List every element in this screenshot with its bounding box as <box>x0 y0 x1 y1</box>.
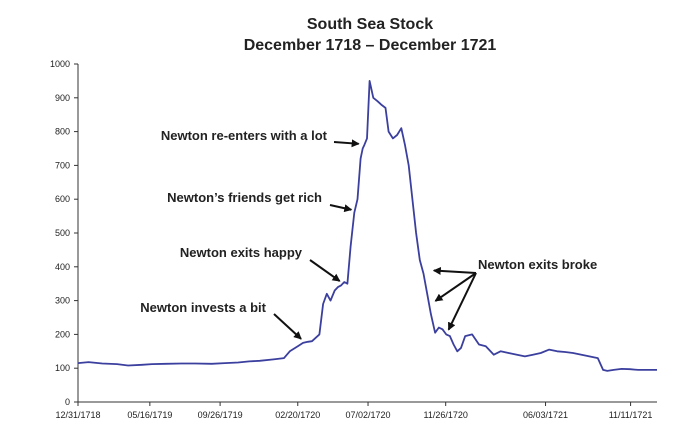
annotation-arrow <box>447 272 477 331</box>
y-tick-label: 200 <box>55 329 70 339</box>
annotation-arrow <box>329 204 353 213</box>
y-tick-label: 1000 <box>50 59 70 69</box>
annotation-arrow <box>432 266 477 275</box>
annotation-arrow <box>434 272 477 302</box>
annotations: Newton invests a bit Newton exits happy Ne… <box>140 128 597 340</box>
chart-subtitle: December 1718 – December 1721 <box>243 37 497 54</box>
annotation-label: Newton re-enters with a lot <box>161 128 328 143</box>
annotation-arrow <box>273 313 302 340</box>
y-tick-label: 400 <box>55 262 70 272</box>
series-line <box>77 80 657 372</box>
y-tick-label: 700 <box>55 160 70 170</box>
x-tick-label: 11/26/1720 <box>423 410 467 420</box>
x-tick-label: 09/26/1719 <box>198 410 243 420</box>
y-tick-label: 600 <box>55 194 70 204</box>
y-tick-label: 100 <box>55 363 70 373</box>
x-tick-label: 11/11/1721 <box>609 410 653 420</box>
x-tick-label: 07/02/1720 <box>346 410 391 420</box>
x-tick-label: 12/31/1718 <box>55 410 100 420</box>
x-tick-label: 02/20/1720 <box>275 410 320 420</box>
annotation-arrow <box>333 139 360 148</box>
chart-title: South Sea Stock <box>306 16 434 33</box>
y-tick-label: 500 <box>55 228 70 238</box>
annotation-label: Newton exits broke <box>478 257 597 272</box>
y-tick-label: 300 <box>55 296 70 306</box>
x-tick-label: 06/03/1721 <box>523 410 568 420</box>
x-tick-label: 05/16/1719 <box>127 410 172 420</box>
y-tick-label: 800 <box>55 127 70 137</box>
annotation-label: Newton’s friends get rich <box>167 190 322 205</box>
annotation-arrow <box>309 259 341 282</box>
y-tick-label: 0 <box>65 397 70 407</box>
axes: 0 100 200 300 400 500 600 700 800 900 1000 12/31/17… <box>50 59 657 420</box>
y-tick-label: 900 <box>55 93 70 103</box>
annotation-label: Newton exits happy <box>180 245 303 260</box>
annotation-label: Newton invests a bit <box>140 300 266 315</box>
series-group <box>77 80 657 372</box>
